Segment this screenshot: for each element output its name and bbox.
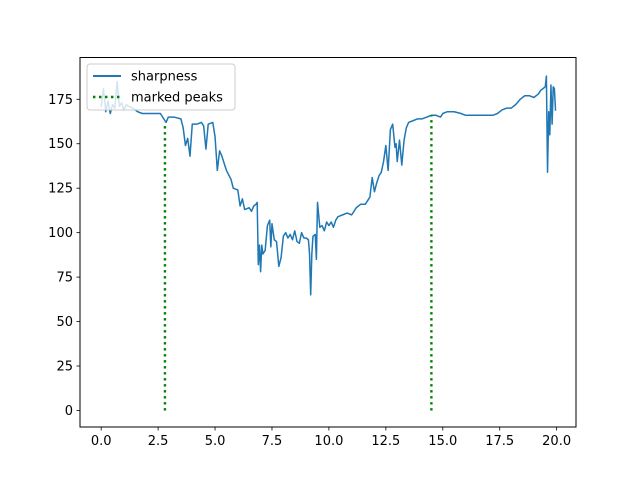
plot-area-background [80,57,576,427]
y-tick-label: 175 [48,93,73,108]
plot-area-frame [79,57,577,428]
y-tick-label: 50 [56,315,73,330]
x-tick-label: 2.5 [148,434,169,449]
series-line-sharpness [100,75,557,296]
x-tick-label: 12.5 [371,434,400,449]
x-tick-label: 17.5 [485,434,514,449]
legend: sharpness marked peaks [86,63,236,111]
x-tick-label: 15.0 [428,434,457,449]
x-tick-label: 7.5 [262,434,283,449]
y-tick-label: 25 [56,360,73,375]
x-tick-label: 20.0 [542,434,571,449]
legend-label-marked-peaks: marked peaks [131,91,223,106]
legend-box [86,63,236,111]
y-tick-label: 0 [65,404,73,419]
y-tick-label: 150 [48,137,73,152]
x-tick-label: 0.0 [91,434,112,449]
x-axis: 0.0 2.5 5.0 7.5 10.0 12.5 15.0 17.5 20.0 [91,427,571,449]
legend-label-sharpness: sharpness [131,70,198,85]
y-tick-label: 75 [56,271,73,286]
y-tick-label: 125 [48,182,73,197]
y-tick-label: 100 [48,226,73,241]
x-tick-label: 10.0 [314,434,343,449]
y-axis: 0 25 50 75 100 125 150 175 [48,93,80,419]
x-tick-label: 5.0 [205,434,226,449]
series-layer [100,75,557,411]
